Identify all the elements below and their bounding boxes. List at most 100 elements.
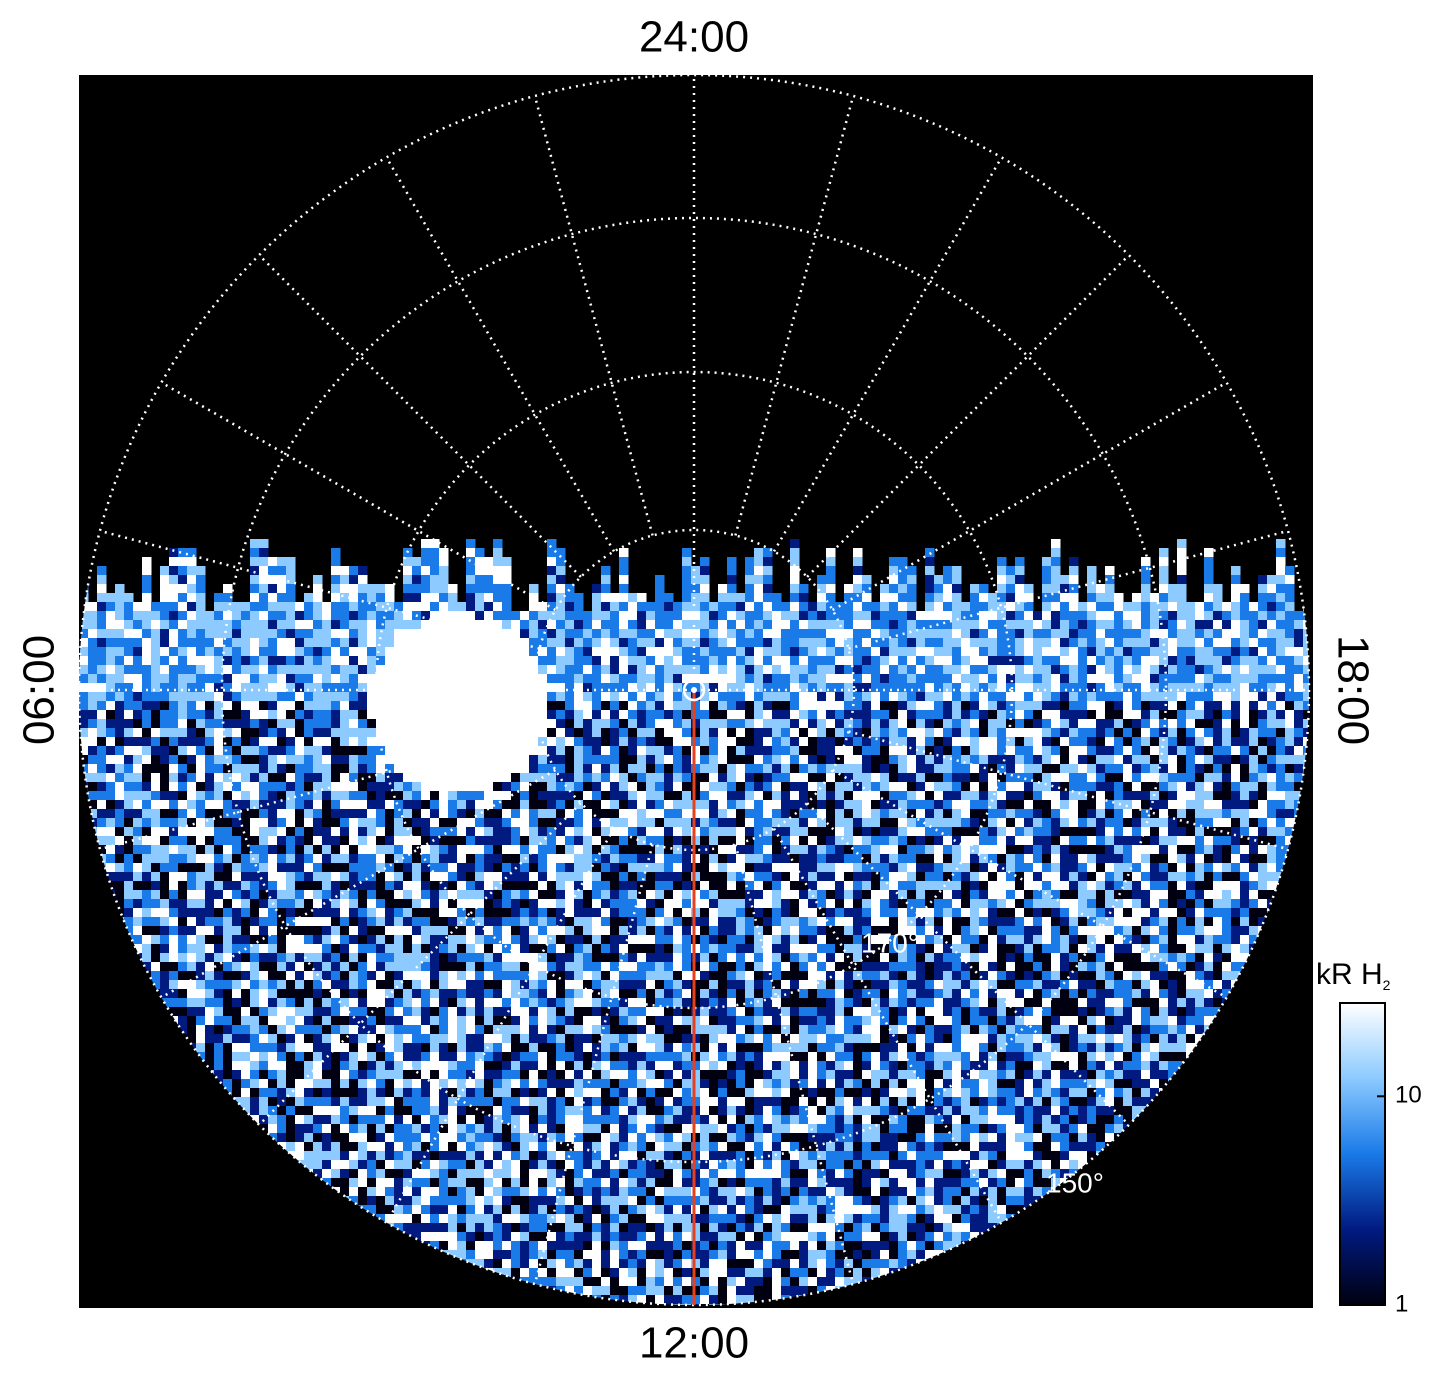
emission-pixel [331,836,341,846]
emission-pixel [205,962,215,972]
emission-pixel [547,1277,557,1287]
emission-pixel [97,818,107,828]
emission-pixel [439,1061,449,1071]
emission-pixel [358,701,368,711]
emission-pixel [547,1025,557,1035]
emission-pixel [709,1043,719,1053]
emission-pixel [367,764,377,774]
emission-pixel [493,746,503,756]
emission-pixel [133,872,143,882]
emission-pixel [322,782,332,792]
emission-pixel [646,746,656,756]
emission-pixel [673,773,683,783]
emission-pixel [430,782,440,792]
emission-pixel [286,908,296,918]
emission-pixel [115,827,125,837]
emission-pixel [304,908,314,918]
emission-pixel [610,1016,620,1026]
emission-pixel [187,863,197,873]
emission-pixel [664,728,674,738]
emission-pixel [547,998,557,1008]
emission-pixel [358,1106,368,1116]
emission-pixel [673,926,683,936]
emission-pixel [592,854,602,864]
emission-pixel [547,971,557,981]
emission-pixel [133,836,143,846]
emission-pixel [448,971,458,981]
emission-pixel [655,1169,665,1179]
emission-pixel [682,827,692,837]
emission-pixel [340,764,350,774]
emission-pixel [214,1043,224,1053]
emission-pixel [466,1061,476,1071]
emission-pixel [124,917,134,927]
emission-pixel [358,845,368,855]
emission-pixel [574,710,584,720]
emission-pixel [655,890,665,900]
emission-pixel [268,845,278,855]
emission-pixel [529,1088,539,1098]
emission-pixel [475,1151,485,1161]
emission-pixel [178,701,188,711]
emission-pixel [241,980,251,990]
emission-pixel [448,1232,458,1242]
emission-pixel [691,1250,701,1260]
emission-pixel [574,1061,584,1071]
emission-pixel [601,854,611,864]
emission-pixel [277,899,287,909]
emission-pixel [214,980,224,990]
emission-pixel [727,899,737,909]
emission-pixel [349,971,359,981]
emission-pixel [349,836,359,846]
emission-pixel [322,926,332,936]
emission-pixel [340,980,350,990]
emission-pixel [268,773,278,783]
emission-pixel [610,791,620,801]
emission-pixel [331,719,341,729]
emission-pixel [367,719,377,729]
emission-pixel [511,1214,521,1224]
emission-pixel [205,719,215,729]
emission-pixel [637,1133,647,1143]
emission-pixel [313,1025,323,1035]
emission-pixel [358,1034,368,1044]
emission-pixel [529,1259,539,1269]
emission-pixel [295,1133,305,1143]
emission-pixel [286,1079,296,1089]
emission-pixel [556,1133,566,1143]
emission-pixel [295,1016,305,1026]
emission-pixel [673,737,683,747]
emission-pixel [511,764,521,774]
emission-pixel [448,1007,458,1017]
emission-pixel [376,1160,386,1170]
emission-pixel [322,1034,332,1044]
emission-pixel [241,908,251,918]
emission-pixel [349,989,359,999]
emission-pixel [592,773,602,783]
emission-pixel [106,782,116,792]
emission-pixel [682,791,692,801]
emission-pixel [565,935,575,945]
emission-pixel [709,809,719,819]
emission-pixel [574,899,584,909]
emission-pixel [160,872,170,882]
emission-pixel [268,872,278,882]
emission-pixel [439,1052,449,1062]
emission-pixel [241,1088,251,1098]
emission-pixel [331,926,341,936]
emission-pixel [277,737,287,747]
emission-pixel [214,971,224,981]
emission-pixel [214,1016,224,1026]
emission-pixel [574,755,584,765]
emission-pixel [547,1250,557,1260]
emission-pixel [457,737,467,747]
emission-pixel [493,854,503,864]
emission-pixel [322,800,332,810]
emission-pixel [556,773,566,783]
emission-pixel [268,710,278,720]
emission-pixel [205,872,215,882]
emission-pixel [412,1025,422,1035]
emission-pixel [673,971,683,981]
emission-pixel [628,1205,638,1215]
emission-pixel [727,800,737,810]
